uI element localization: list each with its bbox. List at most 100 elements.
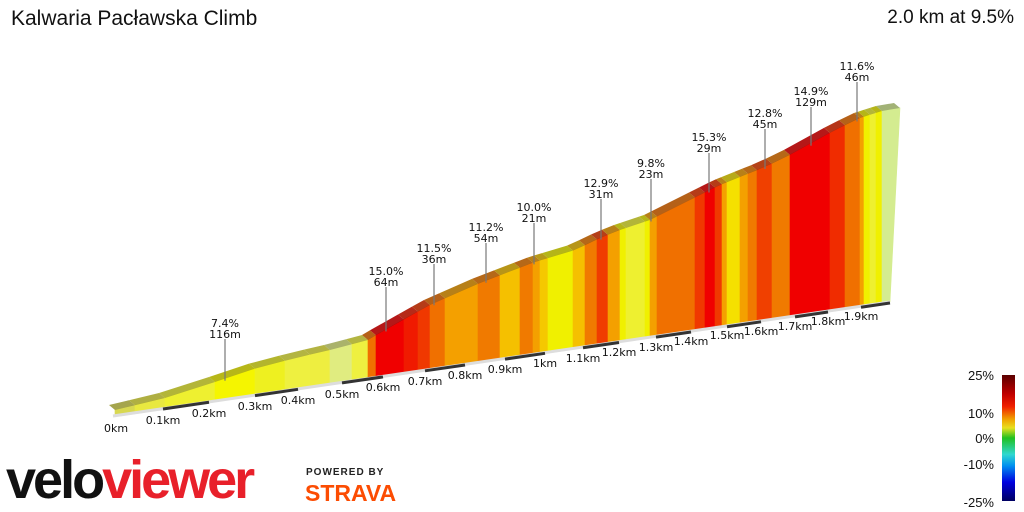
profile-segment — [329, 343, 353, 384]
x-tick-label: 1.8km — [811, 315, 846, 328]
distance-axis-dash — [162, 400, 210, 411]
profile-segment — [704, 187, 716, 330]
annotation-grade: 12.8% — [748, 107, 783, 120]
annotation-length: 45m — [753, 118, 778, 131]
profile-top-edge — [689, 187, 705, 198]
profile-top-edge — [324, 339, 352, 350]
annotation-length: 23m — [639, 168, 664, 181]
profile-segment — [739, 173, 749, 325]
x-tick-label: 0.6km — [366, 381, 401, 394]
profile-segment — [721, 181, 728, 327]
profile-segment — [756, 163, 773, 322]
profile-segment — [547, 250, 574, 353]
profile-top-edge — [362, 330, 376, 340]
profile-segment — [789, 132, 831, 317]
distance-axis-dash — [726, 320, 762, 329]
x-tick-label: 0.5km — [325, 388, 360, 401]
strava-logo[interactable]: STRAVA — [305, 480, 397, 506]
annotation-length: 116m — [209, 328, 241, 341]
x-tick-label: 0.2km — [192, 407, 227, 420]
profile-top-edge — [858, 109, 870, 117]
profile-segment — [499, 267, 521, 360]
profile-top-edge — [494, 262, 520, 276]
profile-top-edge — [109, 400, 135, 410]
profile-segment — [351, 339, 369, 381]
profile-segment — [607, 229, 621, 344]
profile-segment — [881, 107, 901, 304]
profile-segment — [403, 311, 419, 374]
profile-segment — [649, 216, 658, 338]
profile-segment — [532, 260, 541, 355]
profile-segment — [771, 154, 791, 320]
annotation-grade: 15.0% — [369, 265, 404, 278]
profile-top-edge — [734, 168, 748, 177]
annotation-length: 64m — [374, 276, 399, 289]
profile-top-edge — [542, 245, 573, 259]
annotation-grade: 11.6% — [840, 60, 875, 73]
profile-top-edge — [209, 363, 255, 382]
annotation-grade: 11.2% — [469, 221, 504, 234]
x-tick-label: 1km — [533, 357, 557, 370]
profile-top-edge — [620, 216, 645, 228]
profile-top-edge — [824, 120, 845, 133]
profile-top-edge — [864, 107, 876, 115]
x-tick-label: 1.4km — [674, 335, 709, 348]
profile-top-edge — [304, 345, 330, 355]
legend-label-0: 0% — [975, 431, 994, 446]
profile-segment — [444, 283, 479, 368]
annotation-length: 36m — [422, 253, 447, 266]
gradient-legend-bar — [1002, 375, 1015, 501]
profile-segment — [859, 116, 865, 307]
profile-segment — [309, 349, 331, 387]
profile-segment — [596, 234, 609, 346]
profile-top-edge — [129, 393, 165, 406]
profile-segment — [429, 297, 446, 370]
x-tick-label: 1.2km — [602, 346, 637, 359]
profile-top-edge — [439, 278, 478, 299]
veloviewer-logo[interactable]: veloviewer — [6, 450, 255, 510]
profile-segment — [417, 304, 431, 372]
profile-top-edge — [721, 172, 740, 183]
profile-top-edge — [279, 349, 310, 361]
annotation-length: 54m — [474, 232, 499, 245]
profile-top-edge — [591, 229, 608, 240]
profile-top-edge — [579, 234, 597, 246]
chart-title: Kalwaria Pacławska Climb — [11, 7, 258, 30]
distance-axis-dash — [794, 310, 829, 319]
annotation-grade: 15.3% — [692, 131, 727, 144]
annotation-grade: 12.9% — [584, 177, 619, 190]
annotation-grade: 14.9% — [794, 85, 829, 98]
profile-segment — [747, 169, 758, 324]
annotation-grade: 11.5% — [417, 242, 452, 255]
annotation-length: 46m — [845, 71, 870, 84]
annotation-grade: 7.4% — [211, 317, 239, 330]
profile-top-edge — [716, 177, 727, 185]
profile-top-edge — [534, 253, 548, 261]
profile-top-edge — [602, 225, 620, 235]
x-tick-label: 0.9km — [488, 363, 523, 376]
profile-segment — [863, 114, 871, 307]
profile-segment — [625, 221, 646, 341]
legend-label-neg10: -10% — [963, 457, 994, 472]
distance-axis-dash — [424, 363, 466, 373]
profile-segment — [714, 183, 723, 328]
annotation-length: 31m — [589, 188, 614, 201]
x-tick-label: 0km — [104, 422, 128, 435]
x-tick-label: 0.3km — [238, 400, 273, 413]
annotation-grade: 10.0% — [517, 201, 552, 214]
annotation-grade: 9.8% — [637, 157, 665, 170]
profile-segment — [644, 219, 651, 339]
profile-top-edge — [346, 335, 368, 345]
profile-top-edge — [398, 306, 418, 320]
distance-axis-dash — [254, 387, 299, 398]
profile-segment — [284, 354, 311, 391]
distance-axis-dash — [504, 351, 546, 361]
powered-by-text: POWERED BY — [306, 467, 385, 478]
annotation-length: 129m — [795, 96, 827, 109]
x-tick-label: 0.4km — [281, 394, 316, 407]
profile-segment — [367, 334, 377, 379]
distance-axis-dash — [655, 330, 692, 339]
x-tick-label: 0.1km — [146, 414, 181, 427]
profile-segment — [584, 238, 598, 347]
